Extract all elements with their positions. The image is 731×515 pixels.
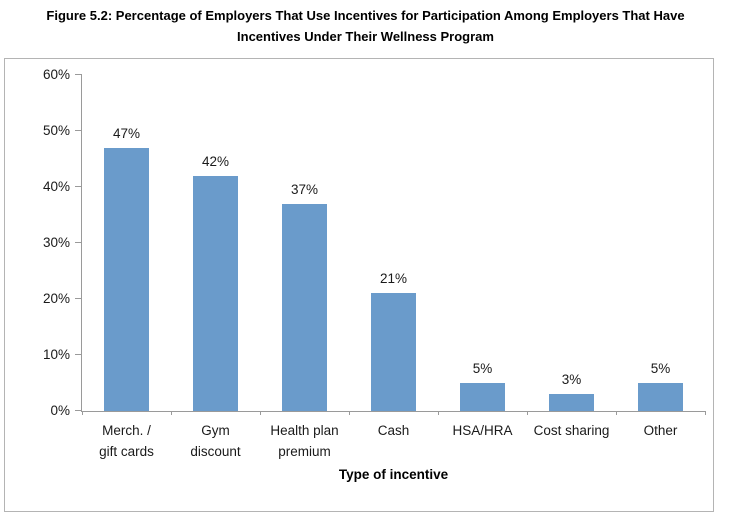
bar-value-label: 5% [650, 361, 671, 376]
y-tick [75, 74, 81, 75]
category-label-line: premium [278, 444, 331, 459]
y-tick [75, 186, 81, 187]
category-label-line: Gym [201, 423, 230, 438]
bar [549, 394, 594, 411]
category-label: Cost sharing [520, 420, 623, 441]
y-tick [75, 242, 81, 243]
bar-value-label: 42% [201, 153, 230, 169]
bar [104, 147, 149, 411]
category-label-line: Other [643, 423, 678, 438]
category-label-line: Cash [377, 423, 410, 438]
bar [282, 203, 327, 411]
y-tick-label: 40% [42, 179, 70, 194]
category-label-line: gift cards [99, 444, 154, 459]
x-tick [170, 411, 172, 415]
category-label-line: HSA/HRA [452, 423, 513, 438]
bar [460, 383, 505, 411]
y-tick-label: 20% [42, 291, 70, 306]
x-tick [259, 411, 261, 415]
category-label-line: discount [190, 444, 241, 459]
y-tick [75, 298, 81, 299]
category-label: Cash [342, 420, 445, 441]
y-tick [75, 354, 81, 355]
x-tick [437, 411, 439, 415]
y-tick-label: 60% [42, 67, 70, 82]
x-tick [81, 411, 83, 415]
chart-frame: 0% 10% 20% 30% 40% 50% 60% 47% Merch. / gift card… [4, 58, 714, 512]
category-label-line: Merch. / [102, 423, 151, 438]
x-tick [704, 411, 706, 415]
bar [638, 383, 683, 411]
bar [371, 293, 416, 411]
bar-value-label: 21% [379, 271, 408, 287]
category-label: Other [609, 420, 712, 441]
x-axis-line [81, 411, 706, 412]
category-label-line: Cost sharing [533, 423, 610, 438]
x-axis-title: Type of incentive [338, 467, 449, 482]
plot-area: 0% 10% 20% 30% 40% 50% 60% 47% Merch. / gift card… [43, 67, 706, 459]
y-tick [75, 410, 81, 411]
bar [193, 175, 238, 411]
category-label: HSA/HRA [431, 420, 534, 441]
category-label-line: Health plan [270, 423, 339, 438]
y-axis-line [81, 74, 82, 412]
category-label: Gym discount [164, 420, 267, 462]
y-tick-label: 50% [42, 123, 70, 138]
x-tick [348, 411, 350, 415]
y-tick-label: 10% [42, 347, 70, 362]
x-tick [615, 411, 617, 415]
y-tick-label: 0% [50, 403, 70, 418]
bar-value-label: 47% [112, 125, 141, 141]
category-label: Health plan premium [253, 420, 356, 462]
category-label: Merch. / gift cards [75, 420, 178, 462]
bar-value-label: 37% [290, 181, 319, 197]
figure-title: Figure 5.2: Percentage of Employers That… [46, 8, 685, 44]
x-tick [526, 411, 528, 415]
bar-value-label: 3% [561, 372, 582, 388]
y-tick [75, 130, 81, 131]
y-tick-label: 30% [42, 235, 70, 250]
bar-value-label: 5% [472, 361, 493, 376]
